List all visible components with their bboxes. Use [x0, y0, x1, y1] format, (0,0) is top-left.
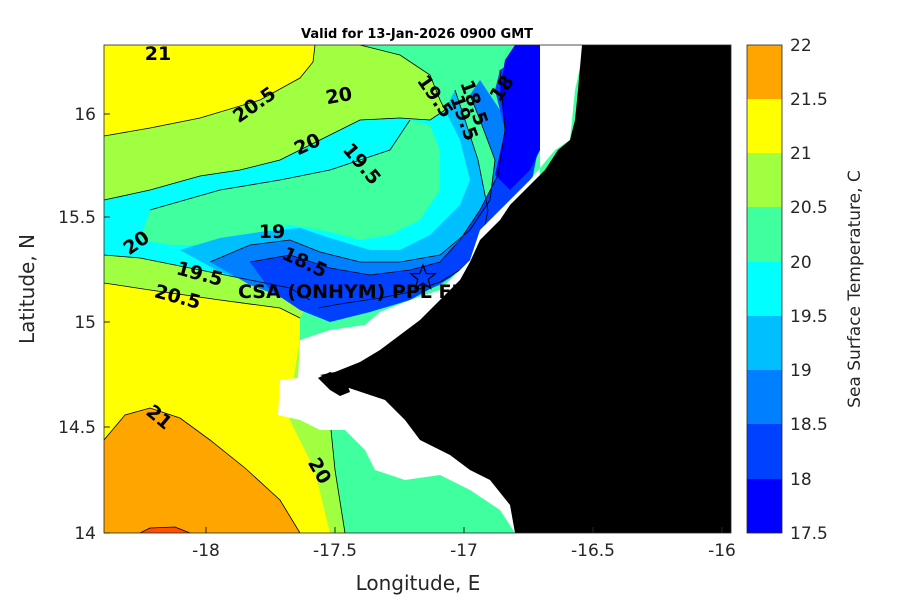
colorbar-tick: 21 — [790, 144, 812, 164]
band-20-5-north — [104, 45, 445, 200]
colorbar-segment — [747, 424, 782, 479]
x-tick-label: -17 — [450, 541, 478, 561]
colorbar-segment — [747, 99, 782, 153]
x-tick-label: -18 — [192, 541, 220, 561]
colorbar-segment — [747, 479, 782, 533]
colorbar-segment — [747, 262, 782, 316]
colorbar-tick: 18.5 — [790, 415, 828, 435]
contour-label: 20 — [324, 83, 354, 109]
colorbar-tick: 22 — [790, 36, 812, 56]
band-17-5 — [495, 45, 545, 190]
colorbar-tick: 18 — [790, 470, 812, 490]
colorbar-segment — [747, 45, 782, 99]
colorbar-tick: 17.5 — [790, 524, 828, 544]
plot-frame — [103, 44, 732, 534]
site-label: CSA (ONHYM) PPL FP — [238, 281, 465, 303]
colorbar-segment — [747, 316, 782, 370]
colorbar-tick: 20 — [790, 253, 812, 273]
band-22-south — [140, 527, 190, 533]
contour-label: 21 — [145, 43, 171, 65]
y-tick-label: 14 — [74, 524, 96, 544]
x-axis: -18 -17.5 -17 -16.5 -16 Longitude, E — [192, 527, 736, 595]
x-tick-label: -16 — [708, 541, 736, 561]
y-axis: 14 14.5 15 15.5 16 Latitude, N — [15, 105, 110, 544]
colorbar: 22 21.5 21 20.5 20 19.5 19 18.5 18 17.5 … — [746, 36, 865, 544]
band-20-5-south — [104, 255, 310, 318]
colorbar-segment — [747, 370, 782, 424]
colorbar-tick: 21.5 — [790, 90, 828, 110]
contour-lines — [104, 45, 506, 533]
band-18 — [250, 60, 540, 322]
band-21-north — [104, 45, 315, 136]
y-tick-label: 15 — [74, 313, 96, 333]
y-axis-label: Latitude, N — [15, 234, 39, 344]
y-tick-label: 16 — [74, 105, 96, 125]
band-21-5-south — [104, 408, 300, 533]
chart-title: Valid for 13-Jan-2026 0900 GMT — [301, 27, 533, 42]
colorbar-tick: 19.5 — [790, 307, 828, 327]
colorbar-tick: 20.5 — [790, 198, 828, 218]
contour-label: 19 — [259, 221, 285, 243]
colorbar-label: Sea Surface Temperature, C — [845, 170, 865, 408]
x-tick-label: -16.5 — [571, 541, 615, 561]
x-tick-label: -17.5 — [313, 541, 357, 561]
colorbar-segment — [747, 153, 782, 207]
y-tick-label: 14.5 — [58, 418, 96, 438]
colorbar-segment — [747, 207, 782, 262]
band-18-5 — [210, 80, 520, 312]
x-axis-label: Longitude, E — [356, 571, 481, 595]
land-mass — [320, 45, 731, 533]
colorbar-tick: 19 — [790, 361, 812, 381]
band-20-inner — [140, 120, 440, 245]
cap-vert-peninsula — [318, 372, 350, 396]
y-tick-label: 15.5 — [58, 208, 96, 228]
map-area — [104, 45, 731, 533]
star-icon — [409, 263, 437, 290]
